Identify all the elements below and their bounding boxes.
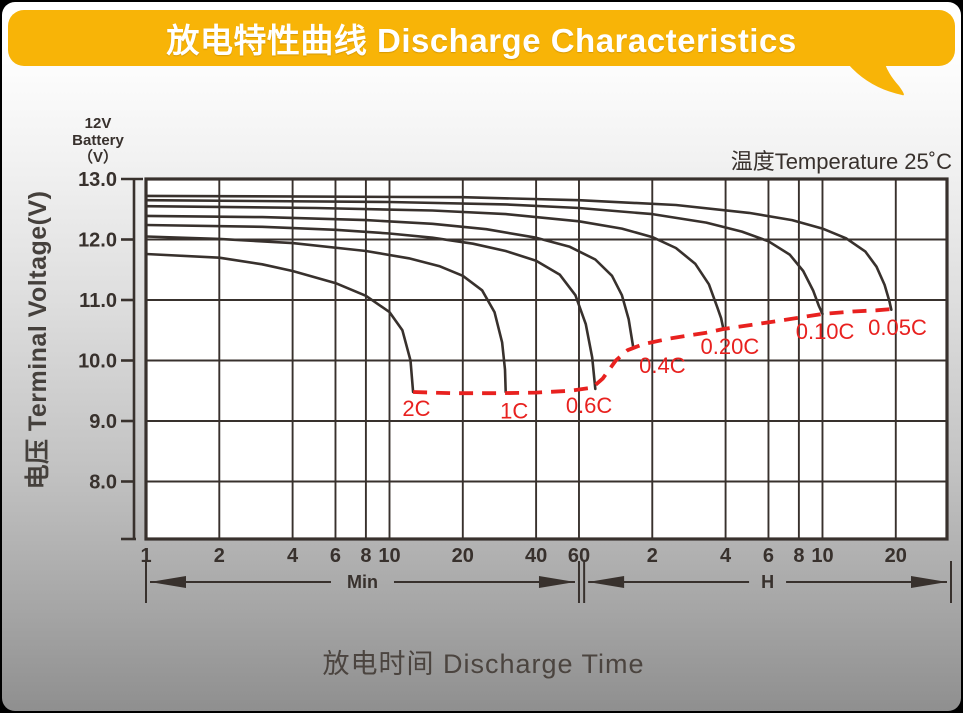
svg-text:8: 8 [360, 545, 371, 567]
svg-text:10: 10 [811, 545, 833, 567]
banner-tail-shape [848, 64, 904, 96]
svg-text:0.20C: 0.20C [701, 334, 760, 359]
hour-range-arrow: H [583, 561, 952, 603]
x-tick-labels: 1 2 4 6 8 10 20 40 60 2 4 6 8 10 20 [140, 545, 906, 567]
svg-text:2C: 2C [402, 396, 430, 421]
svg-text:4: 4 [287, 545, 299, 567]
svg-text:温度Temperature 25˚C: 温度Temperature 25˚C [731, 149, 952, 174]
svg-text:20: 20 [885, 545, 907, 567]
svg-text:6: 6 [330, 545, 341, 567]
svg-text:Min: Min [347, 572, 378, 592]
svg-text:6: 6 [763, 545, 774, 567]
discharge-curve-0.10C [144, 198, 824, 316]
page-title: 放电特性曲线 Discharge Characteristics [166, 22, 797, 59]
svg-text:0.10C: 0.10C [796, 319, 855, 344]
discharge-curve-2C [144, 252, 415, 394]
svg-text:2: 2 [647, 545, 658, 567]
curve-rate-labels: 2C 1C 0.6C 0.4C 0.20C 0.10C 0.05C [402, 315, 927, 423]
svg-text:12V: 12V [85, 115, 112, 132]
discharge-curve-1C [144, 235, 508, 394]
y-tick-labels: 13.0 12.0 11.0 10.0 9.0 8.0 [78, 169, 117, 494]
discharge-curve-0.4C [144, 214, 635, 348]
svg-text:（V）: （V） [78, 148, 118, 166]
discharge-curve-0.05C [144, 194, 893, 312]
svg-text:9.0: 9.0 [89, 411, 117, 433]
svg-text:20: 20 [452, 545, 474, 567]
min-range-arrow: Min [145, 561, 580, 603]
svg-text:0.4C: 0.4C [639, 353, 686, 378]
y-axis-bracket [121, 177, 143, 541]
svg-text:11.0: 11.0 [79, 290, 117, 312]
discharge-curve-0.20C [144, 204, 725, 331]
cutoff-voltage-line [413, 307, 892, 396]
svg-text:8.0: 8.0 [89, 472, 117, 494]
svg-text:13.0: 13.0 [78, 169, 117, 191]
svg-text:2: 2 [214, 545, 225, 567]
svg-text:40: 40 [525, 545, 547, 567]
title-banner: 放电特性曲线 Discharge Characteristics [8, 10, 955, 66]
plot-border [144, 177, 949, 541]
svg-text:0.6C: 0.6C [566, 393, 613, 418]
svg-text:Battery: Battery [72, 132, 124, 149]
discharge-curve-0.6C [144, 223, 597, 391]
x-axis-title: 放电时间 Discharge Time [322, 649, 645, 679]
svg-text:1: 1 [140, 545, 151, 567]
svg-text:0.05C: 0.05C [868, 315, 927, 340]
temperature-annotation: 温度Temperature 25˚C [731, 149, 952, 174]
plot-area [146, 179, 947, 539]
svg-text:10: 10 [378, 545, 400, 567]
svg-text:H: H [761, 572, 774, 592]
svg-text:1C: 1C [500, 398, 528, 423]
svg-text:4: 4 [720, 545, 732, 567]
svg-text:8: 8 [793, 545, 804, 567]
svg-text:12.0: 12.0 [78, 230, 117, 252]
svg-text:10.0: 10.0 [78, 351, 117, 373]
